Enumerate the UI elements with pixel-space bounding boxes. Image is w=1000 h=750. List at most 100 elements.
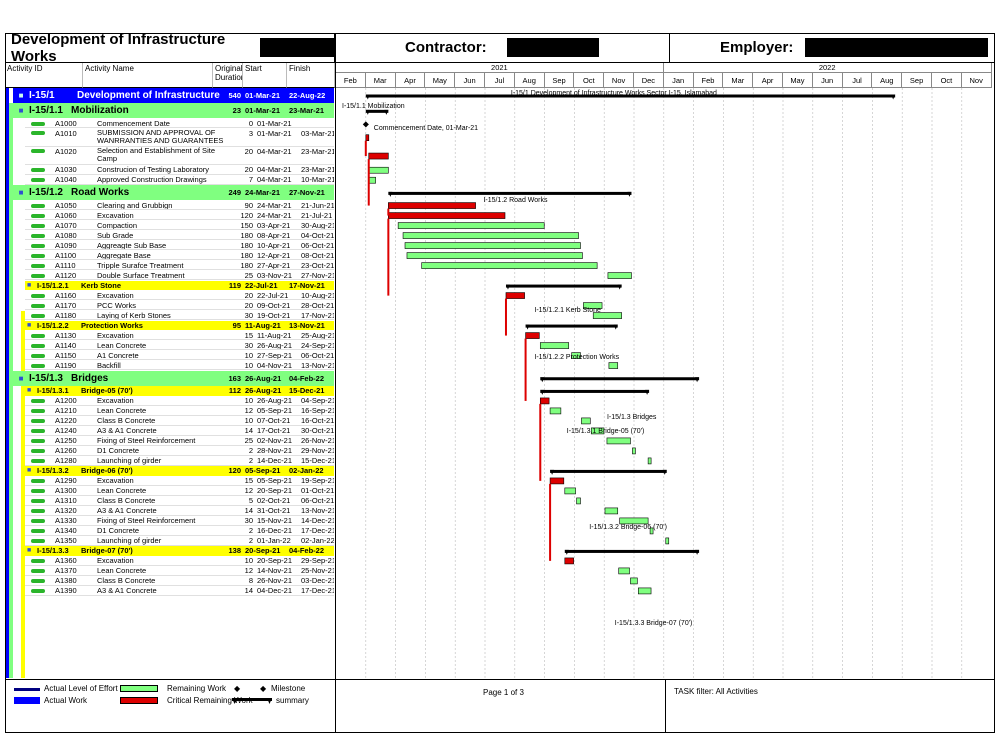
activity-row[interactable]: A1250 Fixing of Steel Reinforcement 25 02-N…	[25, 436, 334, 446]
activity-row[interactable]: A1300 Lean Concrete 12 20-Sep-21 01-Oct-21	[25, 486, 334, 496]
activity-row[interactable]: A1070 Compaction 150 03-Apr-21 30-Aug-21	[25, 220, 334, 231]
remaining-bar	[404, 242, 581, 249]
wbs-icon: ■	[27, 281, 32, 289]
legend-remaining-swatch	[120, 685, 158, 692]
col-activity-id[interactable]: Activity ID	[5, 63, 83, 88]
summary-bar-cap	[662, 469, 667, 475]
activity-name: SUBMISSION AND APPROVAL OF WANRRANTIES A…	[97, 128, 224, 145]
activity-row[interactable]: A1390 A3 & A1 Concrete 14 04-Dec-21 17-Dec-2…	[25, 586, 334, 596]
activity-row[interactable]: A1060 Excavation 120 24-Mar-21 21-Jul-21	[25, 210, 334, 221]
summary-bar	[505, 284, 622, 288]
activity-row[interactable]: A1200 Excavation 10 26-Aug-21 04-Sep-21	[25, 396, 334, 406]
activity-row[interactable]: A1050 Clearing and Grubbign 90 24-Mar-21 21-…	[25, 200, 334, 211]
activity-id: A1180	[55, 310, 77, 320]
legend-milestone-icon: ◆	[234, 684, 241, 693]
summary-label: I-15/1.3.2 Bridge-06 (70')	[589, 524, 667, 531]
activity-row[interactable]: A1110 Tripple Surafce Treatment 180 27-Apr-…	[25, 260, 334, 271]
activity-id: A1030	[55, 165, 77, 175]
contractor-cell: Contractor:	[335, 33, 670, 63]
finish-cell: 15-Dec-21	[301, 456, 334, 465]
finish-cell: 06-Oct-21	[301, 240, 334, 250]
duration-cell: 119	[228, 280, 241, 290]
activity-row[interactable]: A1330 Fixing of Steel Reinforcement 30 15-N…	[25, 516, 334, 526]
activity-row[interactable]: A1170 PCC Works 20 09-Oct-21 28-Oct-21	[25, 300, 334, 311]
activity-name: Laying of Kerb Stones	[97, 310, 171, 320]
finish-cell: 24-Sep-21	[301, 340, 334, 350]
duration-cell: 90	[244, 200, 253, 210]
legend-milestone-icon: ◆	[260, 684, 267, 693]
activity-row[interactable]: A1160 Excavation 20 22-Jul-21 10-Aug-21	[25, 290, 334, 301]
finish-cell: 17-Nov-21	[289, 280, 325, 290]
timescale-month: Aug	[514, 73, 545, 88]
start-cell: 31-Oct-21	[257, 506, 291, 515]
critical-bar	[365, 134, 370, 142]
remaining-bar	[581, 417, 591, 425]
duration-cell: 0	[248, 118, 253, 128]
remaining-bar	[549, 407, 562, 415]
timescale-month: Oct	[932, 73, 962, 88]
activity-name: Excavation	[97, 556, 134, 565]
wbs-row[interactable]: ■ I-15/1.1 Mobilization 23 01-Mar-21 23-Mar-2…	[13, 103, 334, 119]
wbs-row[interactable]: ■ I-15/1.3.3 Bridge-07 (70') 138 20-Sep-21 04…	[25, 546, 334, 556]
wbs-row[interactable]: ■ I-15/1.2.2 Protection Works 95 11-Aug-21 13…	[25, 320, 334, 331]
timescale-month: Apr	[753, 73, 783, 88]
legend-critical-swatch	[120, 697, 158, 704]
activity-row[interactable]: A1220 Class B Concrete 10 07-Oct-21 16-Oct-2…	[25, 416, 334, 426]
wbs-row[interactable]: ■ I-15/1.2 Road Works 249 24-Mar-21 27-Nov-21	[13, 185, 334, 201]
wbs-row[interactable]: ■ I-15/1.3.1 Bridge-05 (70') 112 26-Aug-21 15…	[25, 386, 334, 396]
activity-row[interactable]: A1380 Class B Concrete 8 26-Nov-21 03-Dec-21	[25, 576, 334, 586]
activity-row[interactable]: A1180 Laying of Kerb Stones 30 19-Oct-21 17-…	[25, 310, 334, 321]
activity-row[interactable]: A1370 Lean Concrete 12 14-Nov-21 25-Nov-21	[25, 566, 334, 576]
activity-row[interactable]: A1320 A3 & A1 Concrete 14 31-Oct-21 13-Nov-2…	[25, 506, 334, 516]
wbs-id: I-15/1.3.2	[37, 466, 69, 476]
contractor-label: Contractor:	[405, 39, 487, 56]
wbs-row[interactable]: ■ I-15/1.3.2 Bridge-06 (70') 120 05-Sep-21 02…	[25, 466, 334, 476]
start-cell: 22-Jul-21	[245, 280, 278, 290]
activity-name: A3 & A1 Concrete	[97, 586, 157, 595]
activity-row[interactable]: A1290 Excavation 15 05-Sep-21 19-Sep-21	[25, 476, 334, 486]
activity-row[interactable]: A1130 Excavation 15 11-Aug-21 25-Aug-21	[25, 330, 334, 341]
activity-row[interactable]: A1000 Commencement Date 0 01-Mar-21	[25, 118, 334, 129]
activity-row[interactable]: A1190 Backfill 10 04-Nov-21 13-Nov-21	[25, 360, 334, 371]
activity-row[interactable]: A1280 Launching of girder 2 14-Dec-21 15-Dec…	[25, 456, 334, 466]
activity-row[interactable]: A1140 Lean Concrete 30 26-Aug-21 24-Sep-21	[25, 340, 334, 351]
task-icon	[31, 363, 45, 368]
page-frame	[5, 33, 995, 733]
activity-row[interactable]: A1120 Double Surface Treatment 25 03-Nov-21…	[25, 270, 334, 281]
activity-row[interactable]: A1260 D1 Concrete 2 28-Nov-21 29-Nov-21	[25, 446, 334, 456]
start-cell: 04-Dec-21	[257, 586, 293, 595]
activity-row[interactable]: A1100 Aggregate Base 180 12-Apr-21 08-Oct-21	[25, 250, 334, 261]
col-finish[interactable]: Finish	[287, 63, 335, 88]
wbs-row[interactable]: ■ I-15/1 Development of Infrastructure 540 0…	[13, 88, 334, 103]
wbs-name: Development of Infrastructure	[77, 90, 220, 101]
col-duration[interactable]: Original Duration	[213, 63, 243, 88]
finish-cell: 17-Nov-21	[301, 310, 334, 320]
activity-row[interactable]: A1210 Lean Concrete 12 05-Sep-21 16-Sep-21	[25, 406, 334, 416]
activity-row[interactable]: A1010 SUBMISSION AND APPROVAL OF WANRRANT…	[25, 128, 334, 147]
activity-row[interactable]: A1150 A1 Concrete 10 27-Sep-21 06-Oct-21	[25, 350, 334, 361]
activity-row[interactable]: A1030 Construcion of Testing Laboratory 20…	[25, 165, 334, 176]
activity-row[interactable]: A1360 Excavation 10 20-Sep-21 29-Sep-21	[25, 556, 334, 566]
activity-row[interactable]: A1310 Class B Concrete 5 02-Oct-21 06-Oct-21	[25, 496, 334, 506]
duration-cell: 30	[244, 340, 253, 350]
activity-row[interactable]: A1080 Sub Grade 180 08-Apr-21 04-Oct-21	[25, 230, 334, 241]
activity-row[interactable]: A1240 A3 & A1 Concrete 14 17-Oct-21 30-Oct-2…	[25, 426, 334, 436]
timescale-month: Feb	[693, 73, 724, 88]
wbs-row[interactable]: ■ I-15/1.3 Bridges 163 26-Aug-21 04-Feb-22	[13, 370, 334, 386]
task-icon	[31, 519, 45, 524]
col-activity-name[interactable]: Activity Name	[83, 63, 213, 88]
activity-name: Compaction	[97, 220, 138, 230]
activity-id: A1170	[55, 300, 77, 310]
wbs-row[interactable]: ■ I-15/1.2.1 Kerb Stone 119 22-Jul-21 17-Nov-…	[25, 280, 334, 291]
activity-row[interactable]: A1020 Selection and Establishment of Site…	[25, 147, 334, 166]
summary-label: I-15/1.2.2 Protection Works	[534, 354, 619, 361]
summary-label: I-15/1.2.1 Kerb Stone	[534, 307, 601, 314]
wbs-id: I-15/1.2	[29, 187, 63, 199]
remaining-bar	[649, 527, 654, 535]
activity-row[interactable]: A1040 Approved Construction Drawings 7 04-M…	[25, 175, 334, 186]
activity-row[interactable]: A1350 Launching of girder 2 01-Jan-22 02-Jan…	[25, 536, 334, 546]
col-start[interactable]: Start	[243, 63, 287, 88]
activity-row[interactable]: A1090 Aggreagte Sub Base 180 10-Apr-21 06-Oc…	[25, 240, 334, 251]
activity-row[interactable]: A1340 D1 Concrete 2 16-Dec-21 17-Dec-21	[25, 526, 334, 536]
legend-actual-work-swatch	[14, 697, 40, 704]
